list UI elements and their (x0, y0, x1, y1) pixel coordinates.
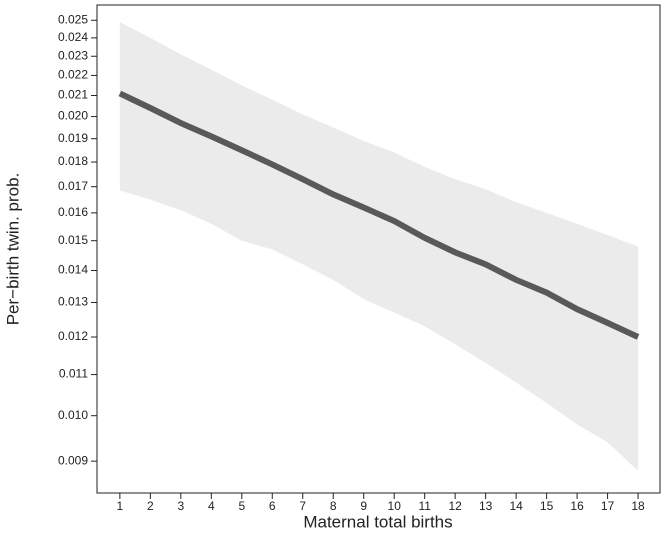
y-tick-label: 0.025 (58, 12, 88, 26)
x-tick-label: 1 (117, 499, 124, 513)
x-tick-label: 14 (509, 499, 523, 513)
x-tick-label: 2 (147, 499, 154, 513)
x-tick-label: 13 (479, 499, 493, 513)
y-tick-label: 0.010 (58, 408, 88, 422)
y-tick-label: 0.009 (58, 453, 88, 467)
x-tick-label: 6 (269, 499, 276, 513)
x-tick-label: 4 (208, 499, 215, 513)
x-tick-label: 17 (601, 499, 615, 513)
y-tick-label: 0.012 (58, 329, 88, 343)
y-tick-label: 0.013 (58, 295, 88, 309)
y-tick-label: 0.024 (58, 30, 88, 44)
x-tick-label: 3 (177, 499, 184, 513)
plot-frame (96, 4, 661, 494)
x-tick-label: 11 (418, 499, 431, 513)
y-tick-label: 0.017 (58, 179, 88, 193)
x-tick-label: 18 (631, 499, 645, 513)
x-tick-label: 10 (388, 499, 402, 513)
x-tick-label: 16 (570, 499, 584, 513)
y-tick-label: 0.014 (58, 263, 88, 277)
y-tick-label: 0.016 (58, 205, 88, 219)
y-tick-label: 0.020 (58, 109, 88, 123)
y-tick-label: 0.021 (58, 88, 88, 102)
trend-line (118, 90, 640, 340)
x-tick-label: 8 (330, 499, 337, 513)
x-tick-label: 7 (299, 499, 306, 513)
confidence-band (119, 21, 639, 471)
x-axis-label: Maternal total births (303, 512, 452, 531)
y-tick-label: 0.018 (58, 154, 88, 168)
x-tick-label: 5 (238, 499, 245, 513)
y-tick-label: 0.023 (58, 48, 88, 62)
y-tick-label: 0.019 (58, 131, 88, 145)
x-tick-label: 15 (540, 499, 554, 513)
y-tick-label: 0.011 (59, 367, 88, 381)
x-tick-label: 12 (448, 499, 462, 513)
y-axis-label: Per−birth twin. prob. (3, 173, 22, 326)
x-tick-label: 9 (360, 499, 367, 513)
y-tick-label: 0.015 (58, 233, 88, 247)
y-tick-label: 0.022 (58, 68, 88, 82)
